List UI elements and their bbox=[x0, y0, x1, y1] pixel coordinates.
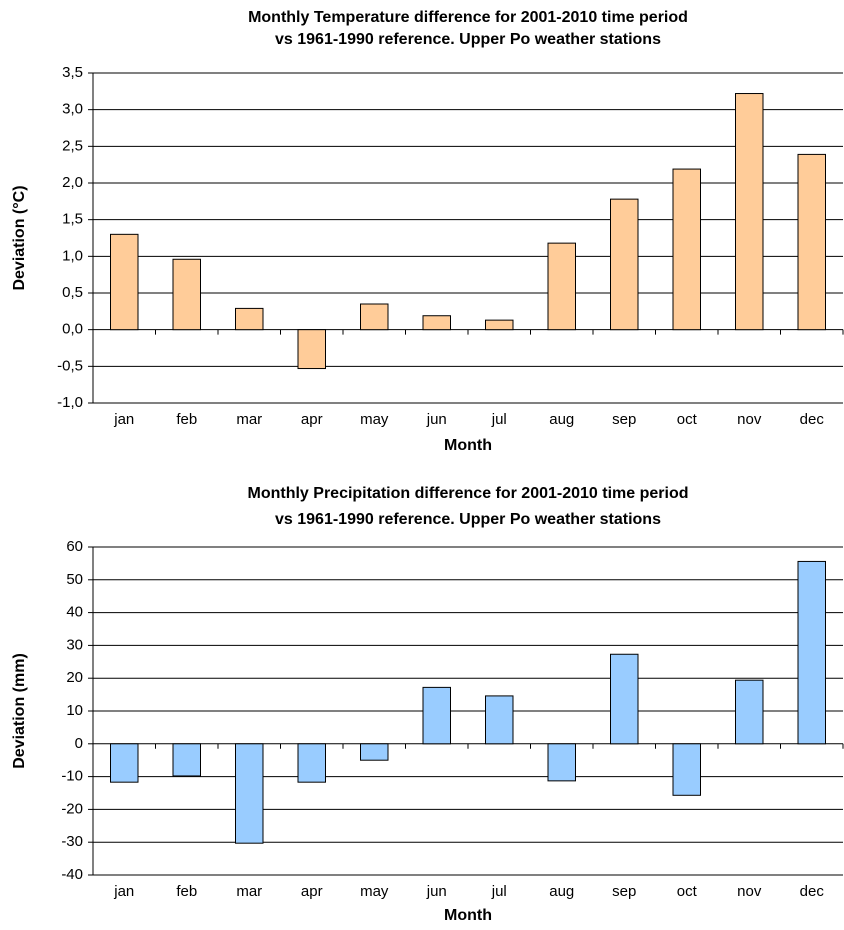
x-axis-title: Month bbox=[444, 437, 492, 454]
bar bbox=[610, 653, 639, 745]
x-tick-label: apr bbox=[301, 411, 323, 428]
x-tick-label: mar bbox=[236, 883, 262, 900]
x-tick-label: may bbox=[360, 411, 389, 428]
bar bbox=[797, 153, 826, 331]
x-tick-label: oct bbox=[677, 883, 698, 900]
y-tick-label: 60 bbox=[66, 538, 83, 555]
y-tick-label: 2,5 bbox=[62, 137, 83, 154]
y-tick-label: -1,0 bbox=[57, 394, 83, 411]
bar bbox=[172, 258, 201, 331]
bar bbox=[297, 743, 326, 783]
bar bbox=[485, 695, 514, 745]
y-tick-label: 3,0 bbox=[62, 101, 83, 118]
y-tick-label: 0 bbox=[75, 735, 83, 752]
bar bbox=[110, 233, 139, 331]
y-tick-label: 50 bbox=[66, 571, 83, 588]
y-tick-label: 20 bbox=[66, 669, 83, 686]
x-tick-label: may bbox=[360, 883, 389, 900]
y-tick-label: 0,0 bbox=[62, 321, 83, 338]
y-tick-label: 3,5 bbox=[62, 64, 83, 81]
x-tick-label: sep bbox=[612, 883, 636, 900]
x-tick-label: jul bbox=[491, 411, 507, 428]
bar bbox=[422, 315, 451, 331]
bar bbox=[422, 686, 451, 745]
y-tick-label: 1,5 bbox=[62, 211, 83, 228]
y-tick-label: 2,0 bbox=[62, 174, 83, 191]
bar bbox=[735, 93, 764, 331]
y-tick-label: -0,5 bbox=[57, 357, 83, 374]
y-axis-title: Deviation (°C) bbox=[11, 185, 28, 290]
x-tick-label: dec bbox=[800, 411, 825, 428]
y-tick-label: 1,0 bbox=[62, 247, 83, 264]
x-tick-label: oct bbox=[677, 411, 698, 428]
x-tick-label: feb bbox=[176, 883, 197, 900]
bar bbox=[735, 679, 764, 745]
x-tick-label: jan bbox=[113, 883, 134, 900]
y-tick-label: -10 bbox=[61, 768, 83, 785]
x-tick-label: feb bbox=[176, 411, 197, 428]
x-tick-label: mar bbox=[236, 411, 262, 428]
chart-title: Monthly Temperature difference for 2001-… bbox=[248, 9, 688, 26]
bar bbox=[297, 329, 326, 370]
chart-title: vs 1961-1990 reference. Upper Po weather… bbox=[275, 31, 661, 48]
y-axis-title: Deviation (mm) bbox=[11, 653, 28, 769]
y-tick-label: -40 bbox=[61, 866, 83, 883]
x-tick-label: jun bbox=[426, 411, 447, 428]
x-tick-label: jul bbox=[491, 883, 507, 900]
bar bbox=[547, 743, 576, 782]
bar bbox=[672, 168, 701, 331]
x-axis-title: Month bbox=[444, 907, 492, 924]
bar bbox=[672, 743, 701, 796]
x-tick-label: aug bbox=[549, 411, 574, 428]
bar bbox=[610, 198, 639, 331]
y-tick-label: -20 bbox=[61, 800, 83, 817]
y-tick-label: 10 bbox=[66, 702, 83, 719]
bar bbox=[547, 242, 576, 331]
bar bbox=[797, 560, 826, 745]
y-tick-label: 0,5 bbox=[62, 284, 83, 301]
bar bbox=[110, 743, 139, 783]
bar bbox=[172, 743, 201, 777]
x-tick-label: apr bbox=[301, 883, 323, 900]
x-tick-label: dec bbox=[800, 883, 825, 900]
chart-title: Monthly Precipitation difference for 200… bbox=[248, 485, 689, 502]
chart-title: vs 1961-1990 reference. Upper Po weather… bbox=[275, 511, 661, 528]
y-tick-label: 30 bbox=[66, 636, 83, 653]
bar bbox=[360, 743, 389, 761]
x-tick-label: jan bbox=[113, 411, 134, 428]
x-tick-label: sep bbox=[612, 411, 636, 428]
bar bbox=[485, 319, 514, 331]
bar bbox=[235, 743, 264, 844]
x-tick-label: nov bbox=[737, 883, 762, 900]
x-tick-label: nov bbox=[737, 411, 762, 428]
x-tick-label: aug bbox=[549, 883, 574, 900]
x-tick-label: jun bbox=[426, 883, 447, 900]
y-tick-label: -30 bbox=[61, 833, 83, 850]
bar bbox=[235, 307, 264, 331]
y-tick-label: 40 bbox=[66, 604, 83, 621]
bar bbox=[360, 303, 389, 331]
